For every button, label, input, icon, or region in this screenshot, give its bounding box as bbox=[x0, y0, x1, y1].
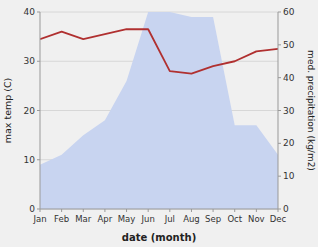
tick-label: Jul bbox=[164, 214, 175, 224]
tick bbox=[278, 44, 281, 45]
tick-label: 40 bbox=[283, 73, 295, 83]
tick-label: Aug bbox=[183, 214, 200, 224]
tick-label: 40 bbox=[24, 7, 36, 17]
tick-label: 60 bbox=[283, 7, 295, 17]
background bbox=[0, 0, 318, 247]
tick bbox=[40, 209, 41, 212]
area bbox=[40, 12, 278, 209]
x-axis-label: date (month) bbox=[122, 232, 196, 243]
grid-line bbox=[40, 209, 278, 210]
tick bbox=[278, 77, 281, 78]
tick-label: 30 bbox=[24, 56, 36, 66]
tick-label: 20 bbox=[24, 106, 36, 116]
tick bbox=[278, 143, 281, 144]
tick bbox=[83, 209, 84, 212]
tick-label: 50 bbox=[283, 40, 295, 50]
y2-axis-label: med. precipitation (kg/m2) bbox=[306, 50, 316, 171]
tick bbox=[278, 12, 281, 13]
tick-label: Nov bbox=[248, 214, 265, 224]
x-axis bbox=[40, 209, 278, 210]
tick bbox=[126, 209, 127, 212]
tick bbox=[148, 209, 149, 212]
tick bbox=[213, 209, 214, 212]
y-axis bbox=[40, 12, 41, 209]
tick-label: 0 bbox=[283, 204, 289, 214]
tick-label: Jan bbox=[32, 214, 46, 224]
tick bbox=[61, 209, 62, 212]
tick bbox=[104, 209, 105, 212]
line bbox=[40, 29, 278, 73]
tick-label: 30 bbox=[283, 106, 295, 116]
tick bbox=[278, 110, 281, 111]
chart: 0 10 20 30 40 0 10 20 30 40 50 60 Jan Feb Mar Apr May Jun… bbox=[0, 0, 318, 247]
tick-label: 20 bbox=[283, 138, 295, 148]
tick-label: Mar bbox=[75, 214, 92, 224]
tick-label: Feb bbox=[54, 214, 69, 224]
y-axis-label: max temp (C) bbox=[2, 78, 13, 144]
plot-area bbox=[40, 12, 278, 209]
tick bbox=[169, 209, 170, 212]
tick-label: Oct bbox=[227, 214, 242, 224]
tick bbox=[234, 209, 235, 212]
tick-label: 0 bbox=[29, 204, 35, 214]
tick-label: Jun bbox=[141, 214, 155, 224]
tick-label: Apr bbox=[98, 214, 113, 224]
tick bbox=[278, 209, 279, 212]
tick bbox=[256, 209, 257, 212]
tick-label: 10 bbox=[283, 171, 295, 181]
tick bbox=[191, 209, 192, 212]
tick bbox=[278, 176, 281, 177]
tick-label: Dec bbox=[270, 214, 287, 224]
tick-label: May bbox=[118, 214, 136, 224]
tick-label: 10 bbox=[24, 155, 36, 165]
tick-label: Sep bbox=[205, 214, 221, 224]
